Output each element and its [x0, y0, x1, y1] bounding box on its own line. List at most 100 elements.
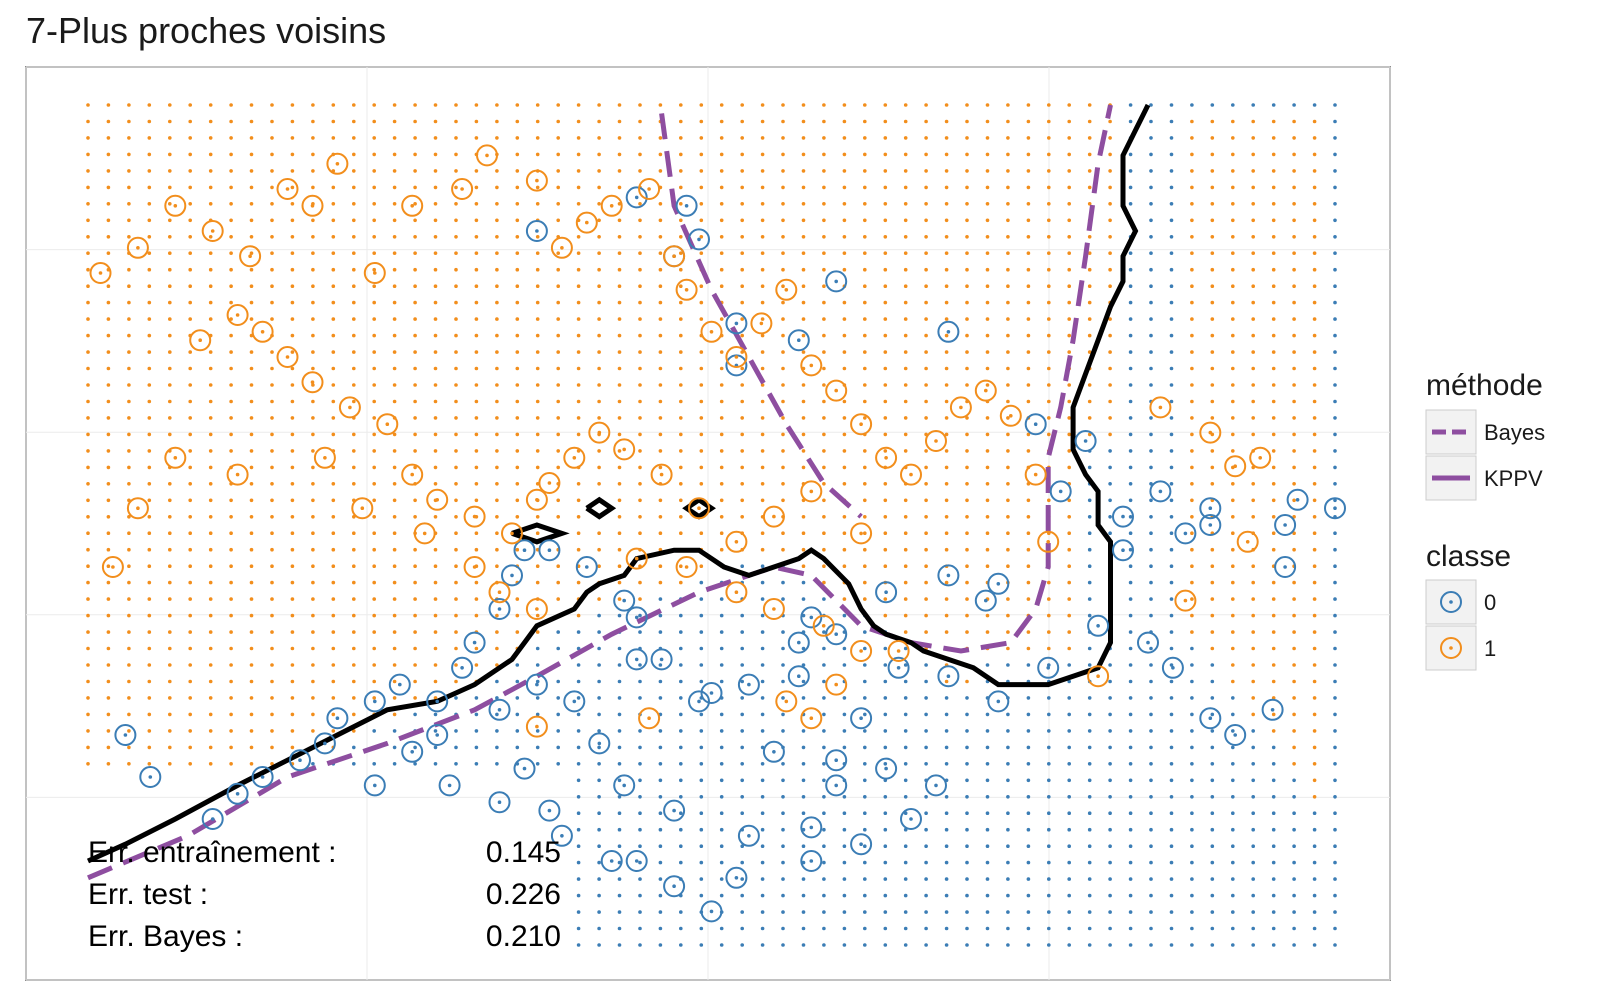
train-point-class1: [1249, 446, 1272, 469]
background-dot: [801, 267, 806, 272]
train-point-class1: [89, 262, 112, 284]
background-dot: [454, 482, 458, 486]
train-point-class0: [937, 564, 960, 587]
background-dot: [740, 712, 744, 717]
train-point-class0: [1161, 656, 1184, 679]
train-point-class1: [276, 346, 299, 368]
background-dot: [1067, 531, 1071, 535]
background-dot: [863, 926, 867, 931]
background-dot: [454, 152, 458, 157]
background-dot: [822, 317, 826, 321]
train-point-class1-center: [821, 624, 826, 628]
train-point-class1-center: [198, 338, 202, 343]
background-dot: [658, 580, 663, 585]
background-dot: [1190, 284, 1194, 289]
background-dot: [1190, 630, 1194, 634]
background-dot: [1271, 860, 1276, 865]
background-dot: [86, 646, 90, 651]
train-point-class0-center: [597, 741, 602, 746]
background-dot: [944, 910, 949, 914]
chart-title: 7-Plus proches voisins: [26, 10, 387, 51]
background-dot: [1087, 152, 1092, 157]
background-dot: [229, 136, 233, 140]
background-dot: [638, 202, 642, 206]
background-dot: [924, 383, 928, 387]
background-dot: [576, 712, 581, 717]
background-dot: [597, 449, 601, 453]
background-dot: [1292, 663, 1296, 667]
legend: méthode Bayes KPPV classe 0 1: [1425, 369, 1545, 671]
background-dot: [1108, 877, 1112, 881]
background-dot: [1271, 910, 1276, 914]
background-dot: [535, 267, 540, 272]
background-dot: [1169, 465, 1174, 470]
background-dot: [658, 366, 663, 371]
background-dot: [883, 547, 888, 552]
background-dot: [883, 317, 888, 321]
background-dot: [1149, 119, 1153, 124]
background-dot: [331, 679, 336, 684]
background-dot: [331, 613, 336, 618]
train-point-class0: [1174, 522, 1197, 545]
background-dot: [413, 416, 417, 420]
background-dot: [719, 317, 724, 321]
background-dot: [188, 432, 192, 437]
background-dot: [863, 729, 867, 733]
background-dot: [576, 762, 581, 766]
train-point-class1: [550, 236, 573, 259]
background-dot: [617, 646, 622, 651]
background-dot: [903, 103, 908, 107]
background-dot: [168, 333, 172, 338]
train-point-class1-center: [809, 489, 814, 494]
background-dot: [1149, 580, 1153, 585]
background-dot: [1067, 498, 1071, 503]
background-dot: [106, 235, 111, 239]
background-dot: [965, 613, 969, 618]
background-dot: [822, 646, 826, 651]
background-dot: [597, 597, 601, 601]
background-dot: [106, 218, 111, 223]
train-point-class0: [463, 631, 486, 654]
background-dot: [433, 696, 438, 700]
background-dot: [1210, 580, 1215, 585]
background-dot: [1190, 152, 1194, 157]
background-dot: [127, 218, 131, 223]
background-dot: [679, 696, 683, 700]
background-dot: [699, 778, 704, 783]
background-dot: [740, 333, 744, 338]
background-dot: [679, 350, 683, 354]
background-dot: [883, 399, 888, 404]
train-point-class1: [226, 304, 249, 326]
background-dot: [965, 893, 969, 898]
background-dot: [1087, 646, 1092, 651]
background-dot: [1312, 416, 1317, 420]
background-dot: [597, 795, 601, 799]
background-dot: [985, 811, 990, 815]
background-dot: [863, 449, 867, 453]
background-dot: [147, 515, 152, 519]
train-point-class1: [164, 194, 187, 217]
train-point-class0-center: [323, 741, 327, 746]
background-dot: [86, 136, 90, 140]
train-point-class0: [114, 724, 137, 746]
background-dot: [1128, 449, 1133, 453]
background-dot: [638, 745, 642, 750]
background-dot: [454, 597, 458, 601]
background-dot: [188, 515, 192, 519]
background-dot: [311, 679, 315, 684]
background-dot: [1067, 613, 1071, 618]
background-dot: [168, 663, 172, 667]
background-dot: [719, 926, 724, 931]
train-point-class0: [663, 875, 686, 898]
background-dot: [127, 531, 131, 535]
background-dot: [903, 119, 908, 124]
background-dot: [1087, 136, 1092, 140]
background-dot: [1149, 762, 1153, 766]
background-dot: [903, 449, 908, 453]
background-dot: [127, 482, 131, 486]
background-dot: [863, 383, 867, 387]
background-dot: [576, 119, 581, 124]
legend-label-class1: 1: [1484, 636, 1496, 661]
background-dot: [106, 696, 111, 700]
background-dot: [1149, 679, 1153, 684]
